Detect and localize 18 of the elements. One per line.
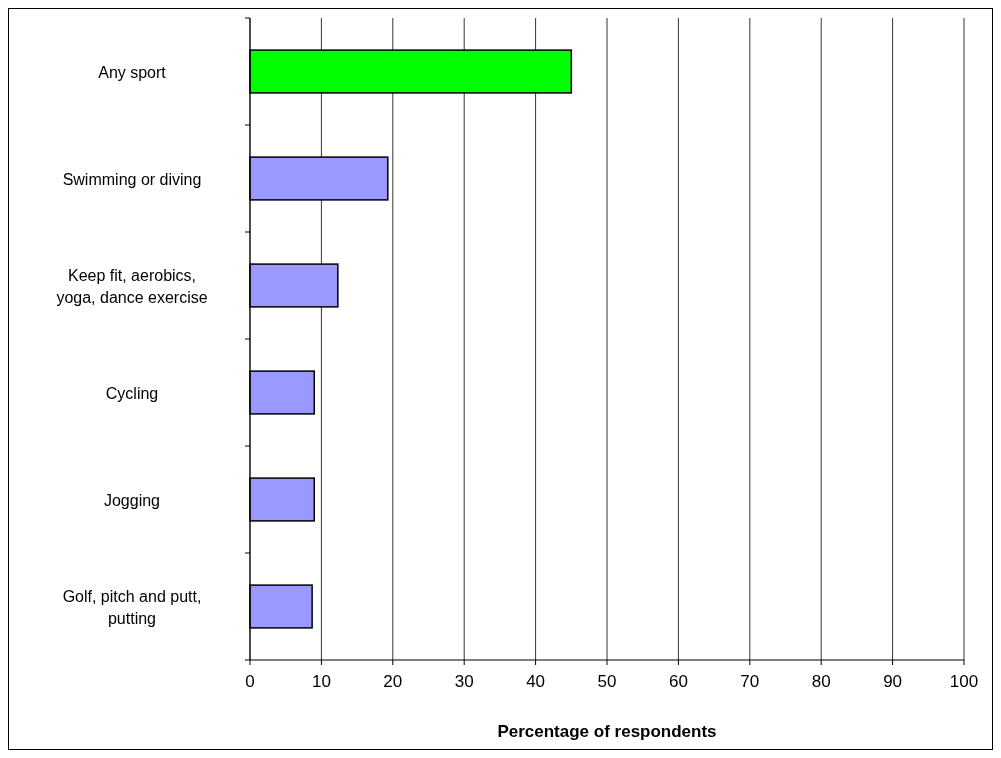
y-tick-label: Any sport: [98, 63, 167, 81]
x-tick-label: 40: [526, 672, 546, 691]
x-tick-label: 90: [883, 672, 903, 691]
x-tick-label: 70: [740, 672, 760, 691]
x-tick-label: 0: [245, 672, 255, 691]
x-axis-title: Percentage of respondents: [497, 722, 717, 741]
x-tick-label: 50: [597, 672, 617, 691]
y-tick-label: Keep fit, aerobics, yoga, dance exercise: [56, 266, 208, 306]
x-tick-label: 100: [949, 672, 979, 691]
y-tick-label: Cycling: [105, 384, 159, 402]
y-tick-label: Swimming or diving: [62, 170, 202, 188]
y-tick-label: Golf, pitch and putt, putting: [62, 587, 202, 627]
x-tick-label: 20: [383, 672, 403, 691]
x-tick-label: 30: [454, 672, 474, 691]
x-tick-label: 60: [668, 672, 688, 691]
x-tick-label: 80: [811, 672, 831, 691]
y-tick-label: Jogging: [103, 491, 161, 509]
x-tick-label: 10: [311, 672, 331, 691]
